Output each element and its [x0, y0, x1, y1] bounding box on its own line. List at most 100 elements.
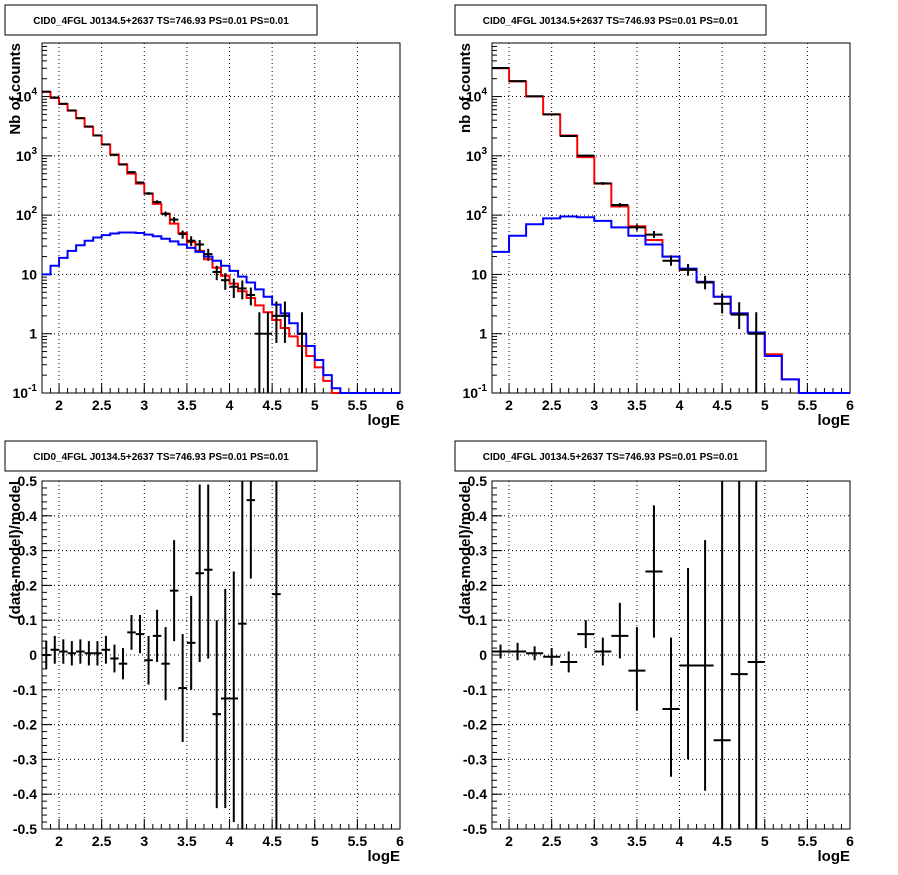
- data-point: [297, 312, 307, 393]
- residual-point: [577, 620, 595, 649]
- panel-title: CID0_4FGL J0134.5+2637 TS=746.93 PS=0.01…: [33, 16, 289, 27]
- data-point: [76, 117, 85, 120]
- y-tick-label: 0.1: [468, 612, 488, 628]
- data-point: [221, 273, 230, 290]
- residual-point: [42, 641, 51, 669]
- residual-point: [492, 644, 510, 659]
- x-tick-label: 2.5: [92, 397, 112, 413]
- x-tick-label: 3: [590, 397, 598, 413]
- x-tick-label: 5.5: [798, 833, 818, 849]
- data-point: [118, 163, 128, 166]
- y-axis-title: (data-model)/model: [7, 481, 24, 619]
- data-point: [203, 248, 213, 261]
- residual-point: [59, 639, 68, 664]
- x-axis: 2 2.5 3 3.5 4 4.5 5 5.5 6: [491, 481, 854, 849]
- x-tick-label: 2: [505, 833, 513, 849]
- y-tick-label: 0: [29, 647, 37, 663]
- y-tick-label: 1: [479, 326, 487, 342]
- title-box: [454, 440, 767, 472]
- data-points: [492, 66, 765, 393]
- x-tick-label: 4: [226, 833, 234, 849]
- x-tick-label: 2.5: [92, 833, 112, 849]
- residual-point: [679, 568, 697, 760]
- residual-point: [628, 627, 646, 711]
- data-point: [747, 312, 765, 393]
- data-point: [272, 301, 281, 343]
- x-axis-title: logE: [368, 848, 401, 865]
- y-tick-label: -0.4: [13, 786, 37, 802]
- data-point: [679, 263, 697, 276]
- x-axis-title: logE: [818, 412, 851, 429]
- y-axis: 10-1 1 10 102 103 104: [463, 45, 850, 401]
- x-tick-label: 5: [761, 833, 769, 849]
- x-tick-label: 2: [505, 397, 513, 413]
- y-axis-title: nb of counts: [457, 43, 474, 133]
- y-tick-label: 0.1: [18, 612, 38, 628]
- x-tick-label: 4.5: [262, 397, 282, 413]
- residual-point: [169, 540, 179, 642]
- data-point: [696, 275, 714, 290]
- y-tick-label: 10: [471, 266, 487, 282]
- data-point: [93, 134, 102, 137]
- residual-point: [84, 641, 94, 666]
- title-box: [4, 4, 318, 36]
- x-tick-label: 4: [676, 833, 684, 849]
- data-point: [67, 109, 77, 112]
- y-tick-label: 1: [29, 326, 37, 342]
- data-point: [152, 200, 162, 204]
- data-point: [186, 236, 196, 247]
- x-tick-label: 5.5: [348, 833, 368, 849]
- data-point: [255, 312, 264, 393]
- y-tick-label: 0.5: [18, 473, 38, 489]
- y-tick-label: -0.2: [13, 717, 37, 733]
- data-point: [246, 287, 256, 306]
- x-tick-label: 6: [846, 833, 854, 849]
- x-tick-label: 3: [140, 833, 148, 849]
- y-tick-label: -0.2: [463, 717, 487, 733]
- data-point: [135, 181, 145, 184]
- x-tick-label: 3.5: [627, 397, 647, 413]
- x-tick-label: 4.5: [712, 833, 732, 849]
- y-tick-label: -0.5: [13, 821, 37, 837]
- x-axis-title: logE: [368, 412, 401, 429]
- series-line-model-component: [492, 215, 850, 394]
- residual-point: [186, 595, 196, 690]
- y-tick-label: 0.2: [18, 577, 38, 593]
- data-point: [50, 96, 60, 99]
- data-point: [662, 255, 680, 266]
- residual-point: [101, 635, 111, 664]
- data-point: [594, 182, 612, 185]
- residual-point: [161, 627, 170, 701]
- residual-point: [203, 484, 213, 659]
- data-point: [645, 230, 663, 239]
- title-box: [4, 440, 318, 472]
- data-point: [543, 113, 561, 116]
- residual-point: [509, 642, 527, 661]
- residual-point: [50, 635, 60, 664]
- x-tick-label: 4: [226, 397, 234, 413]
- x-tick-label: 3.5: [177, 833, 197, 849]
- x-axis-title: logE: [818, 848, 851, 865]
- y-tick-label: 0.3: [468, 543, 488, 559]
- residual-point: [144, 635, 153, 685]
- residual-point: [611, 602, 629, 659]
- residual-point: [747, 481, 765, 829]
- residual-point: [93, 641, 102, 666]
- residual-point: [127, 614, 136, 650]
- plot-frame: [41, 480, 401, 830]
- x-tick-label: 3: [590, 833, 598, 849]
- data-points: [42, 90, 307, 393]
- residual-point: [178, 634, 187, 742]
- data-point: [730, 302, 748, 330]
- y-tick-label: 103: [16, 146, 38, 164]
- x-axis: 2 2.5 3 3.5 4 4.5 5 5.5 6: [491, 43, 854, 413]
- data-point: [526, 95, 544, 98]
- x-tick-label: 6: [846, 397, 854, 413]
- data-point: [161, 211, 170, 217]
- residual-point: [118, 648, 128, 680]
- residual-point: [221, 588, 230, 809]
- panel-title: CID0_4FGL J0134.5+2637 TS=746.93 PS=0.01…: [483, 452, 739, 463]
- residual-point: [594, 637, 612, 666]
- x-tick-label: 2.5: [542, 397, 562, 413]
